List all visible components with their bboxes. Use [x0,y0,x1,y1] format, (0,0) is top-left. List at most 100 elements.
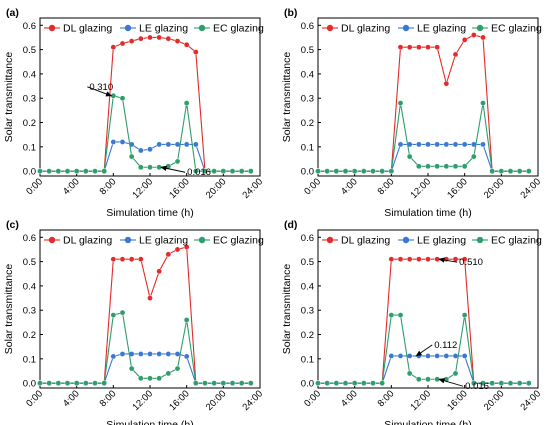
y-tick-label: 0.1 [23,354,36,365]
x-tick-label: 0:00 [302,388,323,409]
annotation-label: 0.510 [459,257,483,268]
data-point [388,353,395,359]
x-tick-label: 20:00 [204,388,229,413]
legend-marker [476,236,484,244]
data-point [119,309,126,316]
data-point [406,153,413,160]
data-point [406,353,413,359]
data-point [351,168,358,174]
data-point [397,44,404,50]
data-point [92,168,98,174]
data-point [324,168,330,174]
data-point [37,168,43,174]
data-point [516,168,523,174]
series-line-1 [318,143,529,172]
data-point [193,168,199,174]
data-point [110,44,117,50]
data-point [147,146,153,153]
legend-marker [198,24,206,32]
data-point [452,370,459,377]
data-point [119,40,126,47]
data-point [425,44,431,50]
data-point [211,380,217,386]
data-point [443,353,450,359]
y-tick-label: 0.5 [23,45,36,56]
y-tick-label: 0.3 [301,94,314,105]
legend-marker [326,236,334,244]
y-tick-label: 0.1 [23,142,36,153]
data-point [248,380,254,386]
data-point [333,168,340,174]
legend-label: DL glazing [341,23,390,35]
y-tick-label: 0.6 [301,233,314,244]
legend-label: LE glazing [139,23,188,35]
data-point [138,164,144,171]
data-point [165,370,172,377]
legend-label: DL glazing [63,235,112,247]
data-point [55,380,62,386]
data-point [220,168,227,174]
series-line-2 [318,314,529,384]
y-tick-label: 0.5 [301,257,314,268]
data-point [434,256,440,262]
x-tick-label: 8:00 [376,176,397,197]
data-point [370,168,376,174]
x-axis-label: Simulation time (h) [106,207,194,219]
data-point [147,295,153,301]
data-point [397,256,404,262]
data-point [425,376,431,383]
x-tick-label: 24:00 [241,388,266,413]
annotation-label: 0.112 [434,340,457,351]
data-point [397,312,404,318]
y-tick-label: 0.5 [23,257,36,268]
y-tick-label: 0.6 [23,233,36,244]
data-point [416,163,422,170]
data-point [83,168,89,174]
data-point [480,34,486,41]
data-point [138,351,144,357]
x-tick-label: 0:00 [24,388,45,409]
plot-frame [39,17,261,177]
data-point [156,164,162,171]
x-tick-label: 4:00 [339,388,360,409]
y-tick-label: 0.6 [23,21,36,32]
data-point [443,80,450,87]
y-tick-label: 0.2 [23,118,36,129]
x-tick-label: 0:00 [302,176,323,197]
chart-panel-1: (b) 0.0 0.1 0.2 0.3 0.4 0.5 0.6 0:00 4:00 8:00 12:0… [281,7,543,219]
data-point [425,256,431,262]
y-tick-label: 0.3 [301,306,314,317]
data-point [434,163,440,170]
y-tick-label: 0.3 [23,306,36,317]
y-axis-label: Solar transmittance [3,52,15,143]
data-point [92,380,98,386]
data-point [110,92,117,99]
data-point [480,380,486,386]
y-tick-label: 0.1 [301,354,314,365]
data-point [406,44,413,50]
data-point [183,244,190,250]
data-point [238,168,245,174]
plot-frame [317,229,539,389]
data-point [461,256,468,262]
y-axis-label: Solar transmittance [3,264,15,355]
data-point [238,380,245,386]
data-point [128,153,135,160]
legend-marker [402,24,410,32]
data-point [452,163,459,170]
data-point [471,32,477,38]
x-tick-label: 20:00 [204,176,229,201]
data-point [480,100,486,106]
data-point [434,44,440,50]
legend-marker [48,236,56,244]
data-point [156,141,162,148]
data-point [64,168,71,174]
data-point [83,380,89,386]
x-tick-label: 4:00 [61,388,82,409]
data-point [174,38,181,44]
data-point [471,380,477,386]
data-point [220,380,227,386]
data-point [434,141,440,148]
data-point [147,375,153,382]
panel-label: (a) [6,7,19,19]
